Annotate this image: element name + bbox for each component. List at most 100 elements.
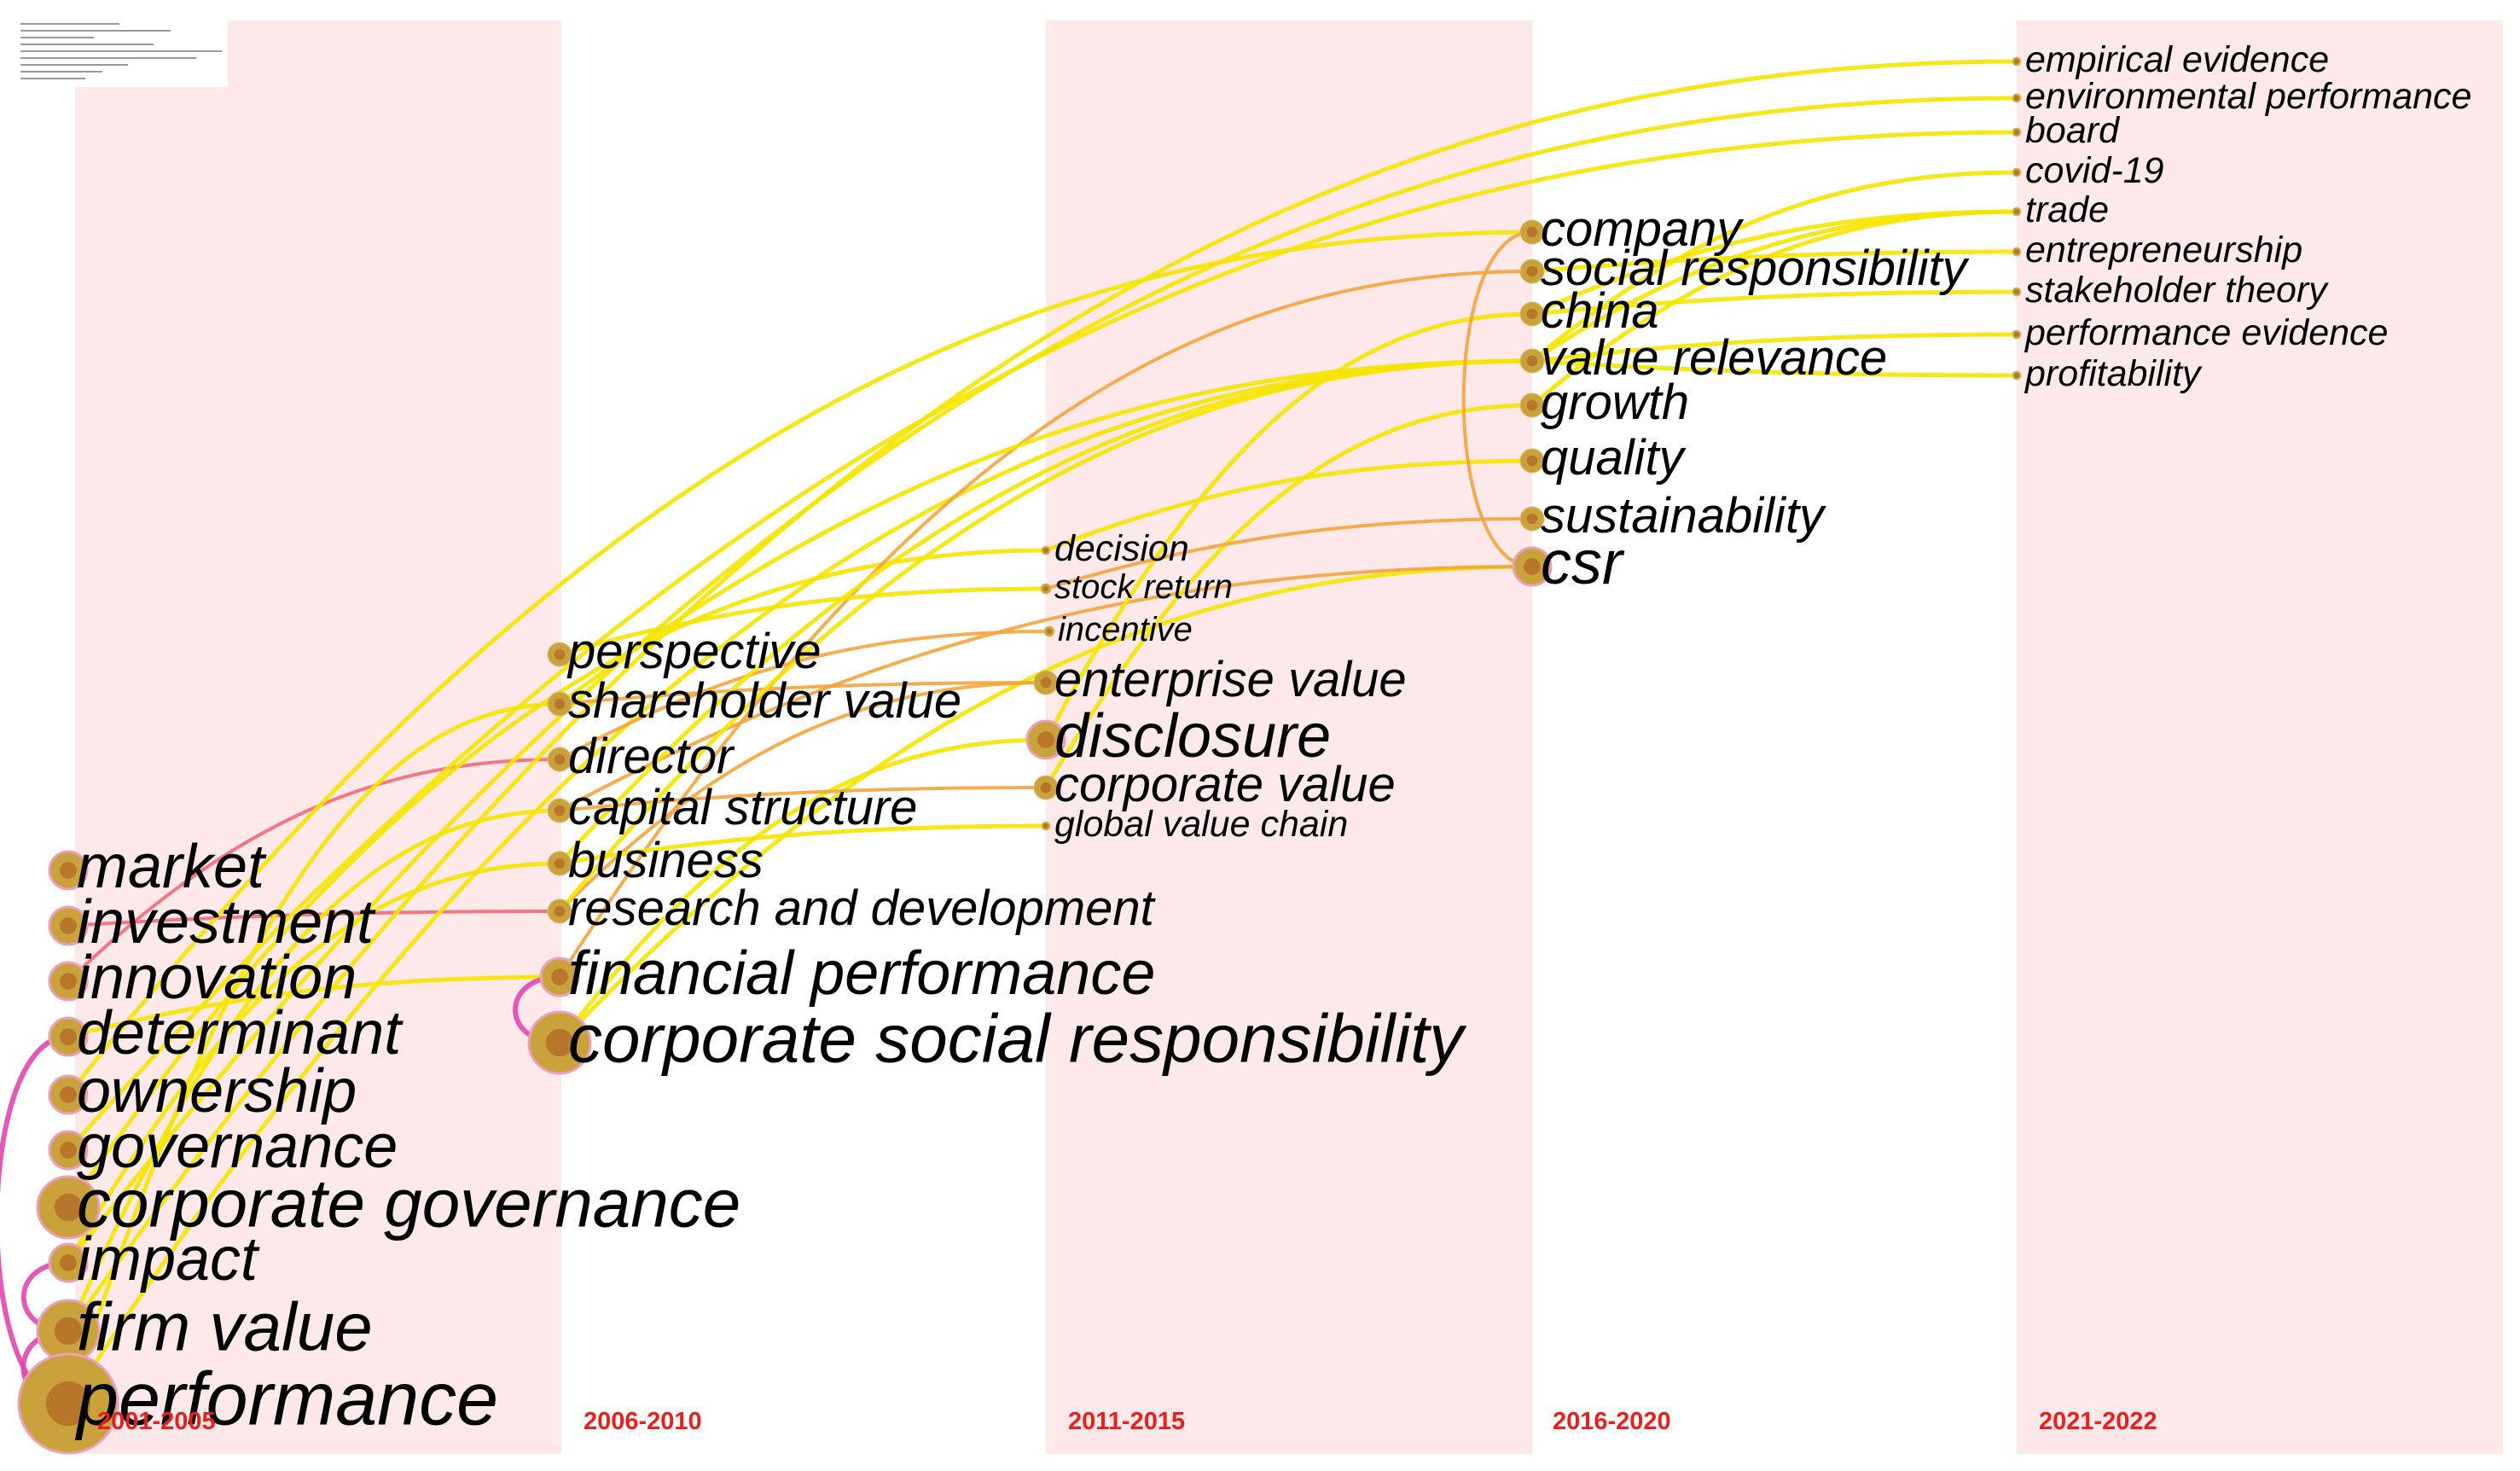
node-corporate-social-responsibility[interactable]: [527, 1010, 592, 1075]
keyword-label-company[interactable]: company: [1541, 201, 1744, 257]
node-incentive[interactable]: [1043, 625, 1055, 637]
node-company[interactable]: [1519, 219, 1545, 245]
node-core: [1047, 629, 1052, 634]
node-core: [54, 1193, 83, 1222]
keyword-label-ownership[interactable]: ownership: [77, 1057, 357, 1125]
node-core: [60, 1142, 77, 1159]
node-determinant[interactable]: [48, 1016, 89, 1057]
keyword-label-financial-performance[interactable]: financial performance: [568, 939, 1155, 1008]
keyword-label-social-responsibility[interactable]: social responsibility: [1541, 241, 1970, 296]
node-shareholder-value[interactable]: [547, 691, 572, 717]
node-empirical-evidence[interactable]: [2012, 56, 2022, 67]
link-shareholder-value-to-enterprise-value: [558, 681, 1048, 706]
keyword-label-stock-return[interactable]: stock return: [1054, 568, 1233, 606]
keyword-label-enterprise-value[interactable]: enterprise value: [1054, 652, 1407, 707]
keyword-label-stakeholder-theory[interactable]: stakeholder theory: [2025, 270, 2329, 311]
node-social-responsibility[interactable]: [1519, 259, 1545, 284]
node-enterprise-value[interactable]: [1033, 670, 1059, 695]
keyword-label-performance-evidence[interactable]: performance evidence: [2024, 312, 2388, 353]
node-core: [1037, 731, 1054, 748]
keyword-label-research-and-development[interactable]: research and development: [568, 881, 1157, 936]
keyword-label-entrepreneurship[interactable]: entrepreneurship: [2025, 230, 2302, 270]
period-label: 2001-2005: [97, 1408, 216, 1435]
node-capital-structure[interactable]: [547, 798, 572, 823]
node-value-relevance[interactable]: [1519, 348, 1545, 374]
node-growth[interactable]: [1519, 392, 1545, 418]
node-csr[interactable]: [1512, 546, 1553, 587]
link-value-relevance-to-covid-19: [1530, 170, 2019, 363]
keyword-label-innovation[interactable]: innovation: [77, 944, 357, 1012]
keyword-label-global-value-chain[interactable]: global value chain: [1054, 804, 1348, 845]
keyword-label-disclosure[interactable]: disclosure: [1054, 702, 1331, 770]
keyword-label-empirical-evidence[interactable]: empirical evidence: [2025, 39, 2329, 80]
keyword-label-corporate-governance[interactable]: corporate governance: [77, 1165, 740, 1241]
keyword-label-covid-19[interactable]: covid-19: [2025, 150, 2164, 191]
node-performance-evidence[interactable]: [2012, 329, 2022, 340]
node-core: [1043, 823, 1048, 829]
keyword-label-firm-value[interactable]: firm value: [77, 1288, 373, 1364]
keyword-label-director[interactable]: director: [568, 729, 735, 784]
info-text-smudge: [19, 19, 228, 87]
link-capital-structure-to-csr: [558, 565, 1534, 812]
keyword-label-environmental-performance[interactable]: environmental performance: [2025, 76, 2471, 117]
keyword-label-corporate-value[interactable]: corporate value: [1054, 757, 1396, 812]
node-performance[interactable]: [17, 1352, 119, 1455]
keyword-label-governance[interactable]: governance: [77, 1113, 398, 1181]
keyword-label-incentive[interactable]: incentive: [1058, 611, 1193, 648]
node-corporate-governance[interactable]: [36, 1175, 101, 1240]
node-core: [554, 753, 566, 765]
node-governance[interactable]: [48, 1130, 89, 1171]
keyword-label-impact[interactable]: impact: [77, 1225, 260, 1294]
node-market[interactable]: [48, 850, 89, 891]
keyword-label-quality[interactable]: quality: [1541, 430, 1687, 485]
keyword-label-value-relevance[interactable]: value relevance: [1541, 330, 1887, 386]
keyword-label-determinant[interactable]: determinant: [77, 999, 404, 1067]
node-research-and-development[interactable]: [547, 898, 572, 924]
keyword-label-board[interactable]: board: [2025, 110, 2121, 151]
node-trade[interactable]: [2012, 206, 2022, 217]
keyword-label-china[interactable]: china: [1541, 283, 1659, 339]
node-disclosure[interactable]: [1025, 719, 1066, 760]
node-profitability[interactable]: [2012, 370, 2022, 381]
node-entrepreneurship[interactable]: [2012, 247, 2022, 257]
period-labels: 2001-2005 2006-2010 2011-2015 2016-2020 …: [97, 1408, 2157, 1435]
node-core: [60, 917, 77, 934]
keyword-label-trade[interactable]: trade: [2025, 189, 2109, 230]
link-corporate-value-to-growth: [1043, 403, 1535, 790]
keyword-label-investment[interactable]: investment: [77, 888, 376, 956]
node-china[interactable]: [1519, 301, 1545, 327]
keyword-label-profitability[interactable]: profitability: [2024, 353, 2203, 394]
node-environmental-performance[interactable]: [2012, 93, 2022, 103]
keyword-label-market[interactable]: market: [77, 833, 267, 901]
keyword-label-growth[interactable]: growth: [1541, 375, 1689, 430]
node-financial-performance[interactable]: [539, 956, 580, 997]
node-decision[interactable]: [1041, 545, 1051, 555]
node-firm-value[interactable]: [36, 1299, 101, 1363]
node-covid-19[interactable]: [2012, 167, 2022, 177]
node-business[interactable]: [547, 851, 572, 876]
node-core: [2014, 209, 2019, 214]
keyword-label-performance[interactable]: performance: [74, 1357, 498, 1441]
node-director[interactable]: [547, 747, 572, 772]
keyword-label-capital-structure[interactable]: capital structure: [568, 780, 917, 835]
node-board[interactable]: [2012, 127, 2022, 137]
keyword-label-corporate-social-responsibility[interactable]: corporate social responsibility: [568, 1000, 1467, 1076]
node-innovation[interactable]: [48, 961, 89, 1002]
node-corporate-value[interactable]: [1033, 775, 1059, 800]
node-impact[interactable]: [48, 1242, 89, 1283]
node-ownership[interactable]: [48, 1074, 89, 1115]
node-sustainability[interactable]: [1519, 506, 1545, 532]
node-stock-return[interactable]: [1040, 583, 1052, 595]
keyword-label-business[interactable]: business: [568, 833, 764, 888]
keyword-label-csr[interactable]: csr: [1541, 529, 1625, 597]
keyword-label-decision[interactable]: decision: [1054, 528, 1189, 569]
keyword-label-shareholder-value[interactable]: shareholder value: [568, 673, 961, 729]
node-investment[interactable]: [48, 905, 89, 946]
keyword-label-sustainability[interactable]: sustainability: [1541, 488, 1826, 544]
node-quality[interactable]: [1519, 448, 1545, 474]
node-global-value-chain[interactable]: [1041, 821, 1051, 831]
node-stakeholder-theory[interactable]: [2012, 287, 2022, 297]
link-corporate-social-responsibility-to-disclosure: [557, 737, 1048, 1045]
keyword-label-perspective[interactable]: perspective: [566, 624, 822, 679]
node-perspective[interactable]: [547, 642, 572, 667]
